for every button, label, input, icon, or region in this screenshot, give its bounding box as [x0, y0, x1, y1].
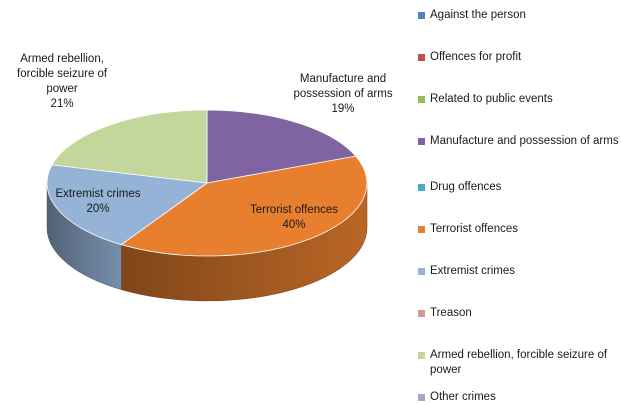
legend-swatch [418, 12, 425, 19]
legend-label: Offences for profit [430, 51, 522, 63]
legend-item-terrorist-offences: Terrorist offences [418, 222, 620, 237]
legend-item-other-crimes: Other crimes [418, 390, 620, 405]
legend-swatch [418, 394, 425, 401]
legend-label: Terrorist offences [430, 223, 518, 235]
legend-item-treason: Treason [418, 306, 620, 321]
data-label-terrorist-offences: Terrorist offences 40% [250, 203, 338, 233]
data-label-line: 21% [50, 98, 74, 110]
data-label-line: forcible seizure of [17, 68, 108, 80]
data-label-line: Manufacture and [299, 73, 387, 85]
data-label-line: possession of arms [293, 88, 393, 100]
legend-swatch [418, 138, 425, 145]
legend-label: Against the person [430, 9, 526, 21]
data-label-line: Terrorist offences [250, 204, 338, 216]
pie-slice-terrorist-offences [120, 155, 368, 257]
legend-label: Drug offences [430, 181, 502, 193]
legend-swatch [418, 54, 425, 61]
legend-swatch [418, 310, 425, 317]
legend-label: Other crimes [430, 391, 496, 403]
legend-swatch [418, 184, 425, 191]
legend-swatch [418, 96, 425, 103]
data-label-line: Extremist crimes [55, 188, 141, 200]
data-label-line: 19% [331, 103, 355, 115]
legend-swatch [418, 352, 425, 359]
legend-label: Extremist crimes [430, 265, 515, 277]
data-label-line: power [46, 83, 78, 95]
legend-swatch [418, 226, 425, 233]
legend-item-offences-for-profit: Offences for profit [418, 50, 620, 65]
data-label-line: 20% [86, 203, 110, 215]
legend-label: Armed rebellion, forcible seizure of pow… [430, 349, 608, 376]
legend-label: Related to public events [430, 93, 553, 105]
data-label-line: 40% [282, 219, 306, 231]
data-label-line: Armed rebellion, [20, 53, 104, 65]
legend-item-drug-offences: Drug offences [418, 180, 620, 195]
legend-swatch [418, 268, 425, 275]
legend-item-armed-rebellion-forcible-seizure-of-power: Armed rebellion, forcible seizure of pow… [418, 348, 620, 378]
legend-item-manufacture-and-possession-of-arms: Manufacture and possession of arms [418, 134, 620, 149]
data-label-extremist-crimes: Extremist crimes 20% [56, 187, 141, 217]
legend-item-related-to-public-events: Related to public events [418, 92, 620, 107]
legend-item-against-the-person: Against the person [418, 8, 620, 23]
pie-slice-extremist-crimes [46, 164, 209, 246]
pie-slice-manufacture-and-possession-of-arms [206, 109, 357, 184]
legend-item-extremist-crimes: Extremist crimes [418, 264, 620, 279]
pie-slice-armed-rebellion-forcible-seizure-of-power [51, 109, 208, 184]
data-label-manufacture-and-possession-of-arms: Manufacture and possession of arms 19% [294, 72, 393, 117]
data-label-armed-rebellion-forcible-seizure-of-power: Armed rebellion, forcible seizure of power… [17, 52, 107, 112]
legend-label: Manufacture and possession of arms [430, 135, 619, 147]
legend-label: Treason [430, 307, 472, 319]
